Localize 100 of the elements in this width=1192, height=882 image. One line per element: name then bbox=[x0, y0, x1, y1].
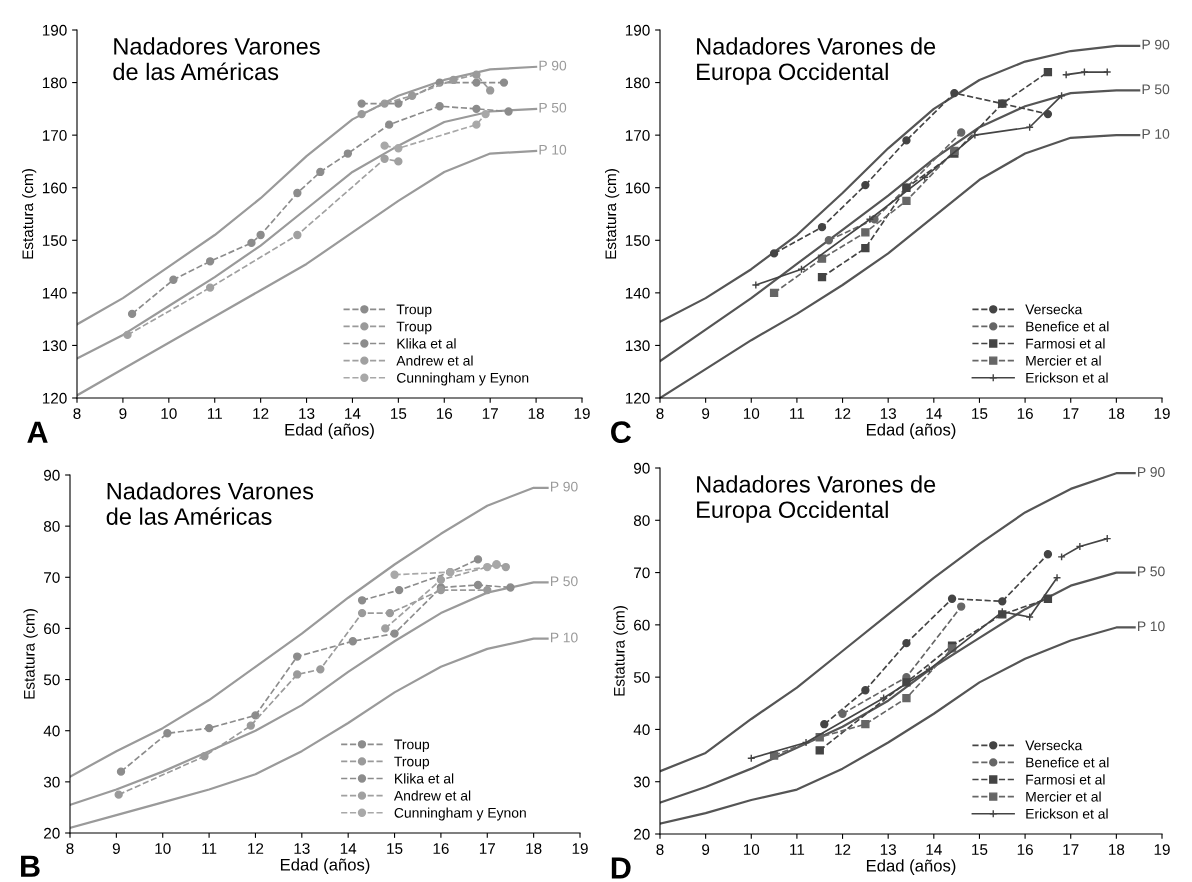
x-tick-label: 13 bbox=[880, 844, 897, 855]
y-tick-label: 190 bbox=[42, 24, 67, 36]
x-tick-label: 16 bbox=[1017, 408, 1033, 419]
legend-label: Cunningham y Eynon bbox=[397, 372, 529, 386]
x-tick-label: 16 bbox=[1017, 844, 1033, 855]
y-tick-label: 70 bbox=[634, 567, 650, 579]
series-label: P 50 bbox=[1138, 566, 1165, 577]
y-tick-label: 20 bbox=[634, 828, 650, 840]
x-tick-label: 10 bbox=[161, 408, 177, 419]
x-tick-label: 10 bbox=[743, 408, 760, 419]
y-tick-label: 140 bbox=[625, 287, 650, 299]
y-axis-title: Estatura (cm) bbox=[23, 609, 38, 699]
x-tick-label: 13 bbox=[294, 843, 310, 854]
series-label: P 90 bbox=[539, 60, 567, 71]
x-tick-label: 12 bbox=[253, 408, 269, 419]
y-tick-label: 150 bbox=[625, 235, 650, 246]
series-label: P 10 bbox=[1138, 621, 1165, 632]
legend-label: Mercier et al bbox=[1026, 791, 1101, 802]
y-tick-label: 30 bbox=[633, 776, 650, 788]
x-tick-label: 11 bbox=[207, 408, 222, 419]
x-tick-label: 9 bbox=[119, 408, 127, 419]
x-tick-label: 12 bbox=[835, 408, 851, 419]
x-axis-title: Edad (años) bbox=[285, 423, 374, 439]
x-tick-label: 19 bbox=[572, 843, 588, 854]
x-tick-label: 11 bbox=[790, 408, 805, 419]
legend-label: Andrew et al bbox=[396, 355, 473, 366]
x-tick-label: 15 bbox=[391, 408, 407, 419]
series-label: P 50 bbox=[551, 576, 578, 587]
legend-label: Erickson et al bbox=[1026, 372, 1108, 383]
x-tick-label: 11 bbox=[790, 844, 805, 855]
text: C bbox=[611, 421, 632, 443]
y-axis-title: Estatura (cm) bbox=[21, 169, 37, 259]
y-axis-title: Estatura (cm) bbox=[604, 169, 620, 259]
y-tick-label: 60 bbox=[634, 619, 650, 631]
x-tick-label: 16 bbox=[433, 843, 449, 854]
x-tick-label: 10 bbox=[155, 843, 171, 854]
legend-label: Cunningham y Eynon bbox=[394, 807, 526, 821]
y-tick-label: 50 bbox=[633, 672, 650, 683]
x-tick-label: 14 bbox=[340, 843, 357, 854]
legend-label: Klika et al bbox=[395, 773, 454, 784]
legend-label: Farmosi et al bbox=[1026, 338, 1105, 349]
text: B bbox=[21, 855, 40, 877]
y-tick-label: 190 bbox=[625, 24, 650, 36]
x-tick-label: 17 bbox=[1063, 844, 1079, 855]
text: Nadadores Varones de Europa Occidental bbox=[697, 37, 936, 85]
text: A bbox=[27, 421, 48, 443]
y-tick-label: 160 bbox=[625, 182, 650, 194]
x-tick-label: 19 bbox=[1154, 408, 1170, 419]
x-tick-label: 15 bbox=[972, 844, 988, 855]
x-tick-label: 16 bbox=[436, 408, 453, 419]
x-tick-label: 18 bbox=[1109, 408, 1125, 419]
y-tick-label: 30 bbox=[43, 776, 60, 788]
x-axis-title: Edad (años) bbox=[866, 423, 956, 439]
x-tick-label: 13 bbox=[880, 408, 897, 419]
y-tick-label: 170 bbox=[625, 130, 650, 141]
y-tick-label: 140 bbox=[42, 287, 67, 299]
series-label: P 10 bbox=[1142, 129, 1170, 139]
legend-label: Klika et al bbox=[397, 338, 456, 349]
legend-label: Troup bbox=[396, 304, 432, 318]
legend-label: Versecka bbox=[1025, 304, 1083, 315]
text: D bbox=[611, 857, 631, 879]
x-tick-label: 11 bbox=[202, 843, 217, 854]
legend-label: Troup bbox=[394, 756, 430, 770]
legend-label: Versecka bbox=[1025, 740, 1083, 751]
series-label: P 90 bbox=[551, 481, 578, 492]
x-tick-label: 8 bbox=[656, 844, 664, 855]
legend-label: Erickson et al bbox=[1026, 808, 1108, 819]
x-tick-label: 12 bbox=[835, 844, 851, 855]
x-tick-label: 8 bbox=[66, 843, 74, 854]
legend-label: Troup bbox=[396, 321, 432, 335]
y-tick-label: 160 bbox=[42, 182, 67, 194]
x-tick-label: 18 bbox=[1109, 844, 1125, 855]
y-tick-label: 80 bbox=[633, 515, 650, 526]
x-tick-label: 13 bbox=[299, 408, 315, 419]
text: Nadadores Varones de las Américas bbox=[113, 37, 320, 81]
x-tick-label: 9 bbox=[702, 844, 710, 855]
y-tick-label: 80 bbox=[43, 521, 60, 532]
x-tick-label: 19 bbox=[574, 408, 590, 419]
legend-label: Andrew et al bbox=[393, 790, 471, 801]
y-tick-label: 50 bbox=[43, 674, 60, 686]
y-axis-title: Estatura (cm) bbox=[613, 606, 628, 696]
series-label: P 90 bbox=[1142, 39, 1170, 50]
y-tick-label: 70 bbox=[44, 572, 60, 583]
legend-label: Troup bbox=[394, 739, 430, 753]
y-tick-label: 170 bbox=[42, 130, 67, 141]
x-tick-label: 15 bbox=[972, 408, 988, 419]
y-tick-label: 40 bbox=[43, 725, 60, 737]
y-tick-label: 120 bbox=[42, 392, 67, 404]
series-label: P 50 bbox=[539, 102, 567, 113]
y-tick-label: 90 bbox=[44, 469, 60, 481]
x-tick-label: 8 bbox=[73, 408, 81, 419]
y-tick-label: 40 bbox=[633, 724, 650, 736]
legend-label: Mercier et al bbox=[1026, 355, 1101, 366]
y-tick-label: 150 bbox=[42, 235, 67, 246]
x-tick-label: 8 bbox=[656, 408, 664, 419]
y-tick-label: 130 bbox=[42, 340, 67, 352]
text: Nadadores Varones de Europa Occidental bbox=[697, 475, 936, 523]
text: Nadadores Varones de las Américas bbox=[106, 482, 314, 525]
series-label: P 10 bbox=[539, 144, 567, 155]
x-tick-label: 17 bbox=[479, 843, 495, 854]
